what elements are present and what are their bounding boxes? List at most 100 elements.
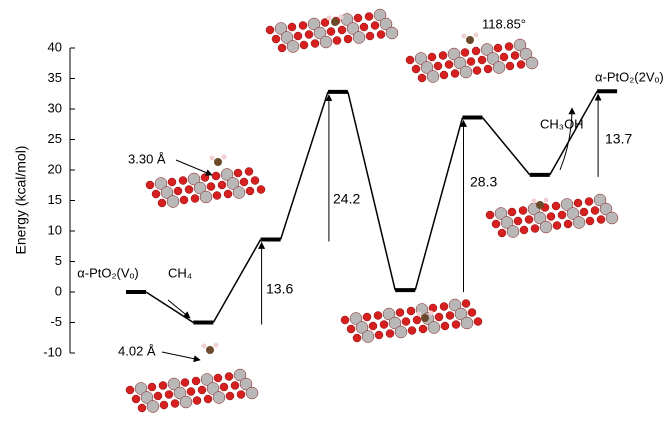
- molecule: [214, 158, 222, 166]
- y-tick-label: 10: [48, 222, 62, 237]
- atom: [214, 374, 222, 382]
- y-tick-label: -5: [50, 314, 62, 329]
- atom: [287, 41, 299, 53]
- atom: [159, 382, 167, 390]
- atom: [441, 322, 449, 330]
- barrier-label: 13.6: [266, 281, 293, 297]
- atom: [472, 47, 480, 55]
- y-tick-label: 0: [55, 283, 62, 298]
- atom: [192, 377, 200, 385]
- molecule: [544, 198, 549, 203]
- molecule: [421, 314, 429, 322]
- atom: [514, 217, 522, 225]
- molecule: [202, 344, 207, 349]
- atom: [461, 49, 469, 57]
- y-tick-label: 30: [48, 100, 62, 115]
- structures: [126, 9, 618, 413]
- atom: [507, 226, 519, 238]
- atom: [500, 53, 508, 61]
- label: CH₄: [168, 265, 192, 280]
- atom: [520, 226, 528, 234]
- molecule: [339, 15, 344, 20]
- atom: [564, 220, 572, 228]
- atom: [240, 178, 248, 186]
- atom: [511, 52, 519, 60]
- label: α-PtO₂(2Vₒ): [595, 69, 664, 84]
- atom: [374, 312, 382, 320]
- label: 3.30 Å: [128, 151, 166, 166]
- atom: [179, 177, 187, 185]
- label: CH₃OH: [540, 116, 584, 131]
- atom: [418, 74, 426, 82]
- atom: [380, 321, 388, 329]
- atom: [427, 71, 439, 83]
- atom: [148, 383, 156, 391]
- atom: [338, 26, 346, 34]
- atom: [327, 28, 335, 36]
- atom: [311, 40, 319, 48]
- atom: [478, 56, 486, 64]
- atom: [160, 401, 168, 409]
- atom: [204, 395, 212, 403]
- atom: [278, 44, 286, 52]
- y-tick-label: 20: [48, 161, 62, 176]
- atom: [413, 316, 421, 324]
- atom: [180, 196, 188, 204]
- plot: -10-5051015202530354013.624.228.313.7α-P…: [43, 16, 664, 360]
- atom: [353, 32, 365, 44]
- atom: [341, 316, 349, 324]
- molecule: [417, 312, 422, 317]
- atom: [294, 32, 302, 40]
- atom: [198, 386, 206, 394]
- atom: [251, 177, 259, 185]
- molecule: [327, 16, 332, 21]
- label: 118.85°: [482, 16, 526, 31]
- y-tick-label: -10: [43, 344, 62, 359]
- atom: [484, 65, 492, 73]
- atom: [354, 14, 362, 22]
- atom: [165, 391, 173, 399]
- atom: [146, 181, 154, 189]
- atom: [167, 196, 179, 208]
- y-tick-label: 40: [48, 39, 62, 54]
- atom: [585, 198, 593, 206]
- atom: [371, 22, 379, 30]
- atom: [386, 330, 394, 338]
- atom: [474, 318, 482, 326]
- atom: [486, 211, 494, 219]
- atom: [257, 186, 265, 194]
- atom: [386, 27, 398, 39]
- atom: [246, 387, 258, 399]
- atom: [375, 331, 383, 339]
- atom: [406, 56, 414, 64]
- connector: [213, 240, 260, 323]
- atom: [218, 181, 226, 189]
- molecule: [206, 346, 214, 354]
- atom: [445, 61, 453, 69]
- atom: [435, 313, 443, 321]
- atom: [193, 397, 201, 405]
- atom: [207, 183, 215, 191]
- barrier-label: 28.3: [470, 174, 497, 190]
- atom: [461, 317, 473, 329]
- atom: [505, 43, 513, 51]
- atom: [233, 187, 245, 199]
- atom: [580, 208, 588, 216]
- atom: [126, 386, 134, 394]
- atom: [597, 216, 605, 224]
- atom: [224, 190, 232, 198]
- atom: [366, 32, 374, 40]
- atom: [158, 199, 166, 207]
- atom: [558, 211, 566, 219]
- atom: [168, 178, 176, 186]
- atom: [526, 57, 538, 69]
- atom: [154, 392, 162, 400]
- molecule: [429, 311, 434, 316]
- atom: [434, 62, 442, 70]
- atom: [506, 62, 514, 70]
- atom: [201, 174, 209, 182]
- atom: [473, 67, 481, 75]
- atom: [519, 207, 527, 215]
- atom: [547, 213, 555, 221]
- atom: [574, 199, 582, 207]
